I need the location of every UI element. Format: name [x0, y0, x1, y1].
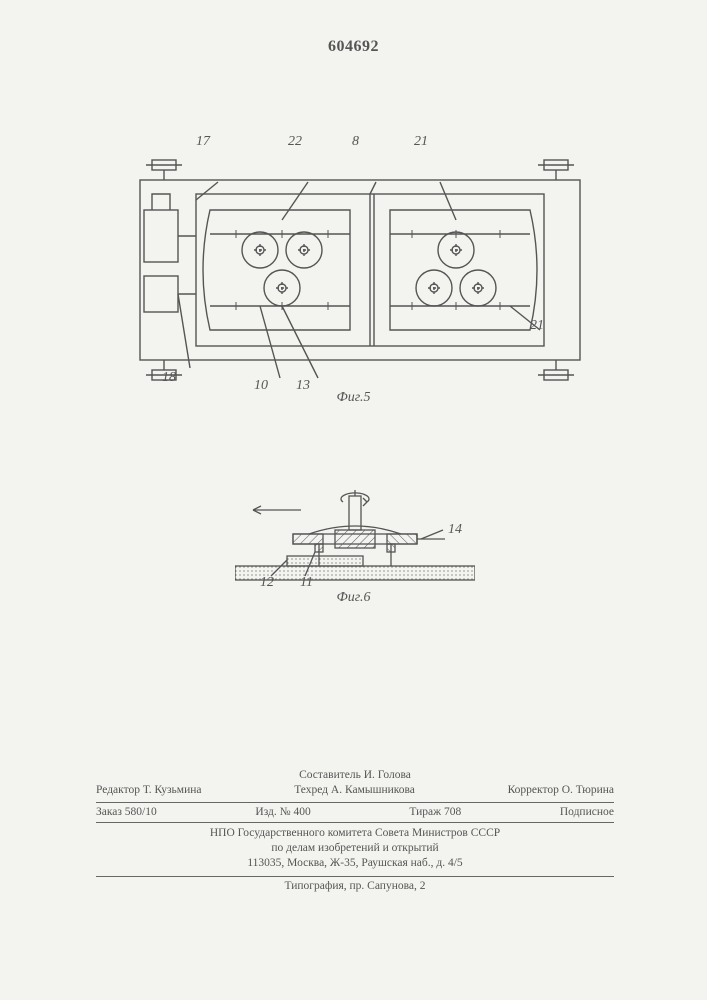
tirage: Тираж 708 [409, 806, 461, 818]
izd: Изд. № 400 [255, 806, 310, 818]
techred: Техред А. Камышникова [294, 784, 415, 796]
figure-6-svg [235, 490, 475, 585]
callout-22: 22 [288, 134, 302, 150]
callout-11: 11 [300, 575, 313, 591]
figure-5 [120, 150, 560, 380]
callout-12: 12 [260, 575, 274, 591]
podpisnoe: Подписное [560, 806, 614, 818]
publisher-block: НПО Государственного комитета Совета Мин… [96, 826, 614, 871]
figure-6-caption: Фиг.6 [0, 590, 707, 606]
callout-21-side: 21 [530, 318, 544, 334]
publisher-line-2: по делам изобретений и открытий [96, 841, 614, 856]
press-line: Типография, пр. Сапунова, 2 [96, 880, 614, 892]
credits-row: Редактор Т. Кузьмина Техред А. Камышнико… [96, 784, 614, 796]
callout-8: 8 [352, 134, 359, 150]
rule-2 [96, 822, 614, 823]
publisher-line-1: НПО Государственного комитета Совета Мин… [96, 826, 614, 841]
figure-5-svg [120, 150, 600, 410]
corrector: Корректор О. Тюрина [508, 784, 614, 796]
order-row: Заказ 580/10 Изд. № 400 Тираж 708 Подпис… [96, 806, 614, 818]
editor: Редактор Т. Кузьмина [96, 784, 202, 796]
rule-1 [96, 802, 614, 803]
patent-number: 604692 [0, 38, 707, 56]
figure-5-caption: Фиг.5 [0, 390, 707, 406]
callout-17: 17 [196, 134, 210, 150]
publisher-line-3: 113035, Москва, Ж-35, Раушская наб., д. … [96, 856, 614, 871]
callout-14: 14 [448, 522, 462, 538]
callout-18: 18 [162, 370, 176, 386]
figure-6 [235, 490, 475, 585]
page: 604692 [0, 0, 707, 1000]
rule-3 [96, 876, 614, 877]
callout-21-top: 21 [414, 134, 428, 150]
author-line: Составитель И. Голова [96, 768, 614, 784]
order: Заказ 580/10 [96, 806, 157, 818]
